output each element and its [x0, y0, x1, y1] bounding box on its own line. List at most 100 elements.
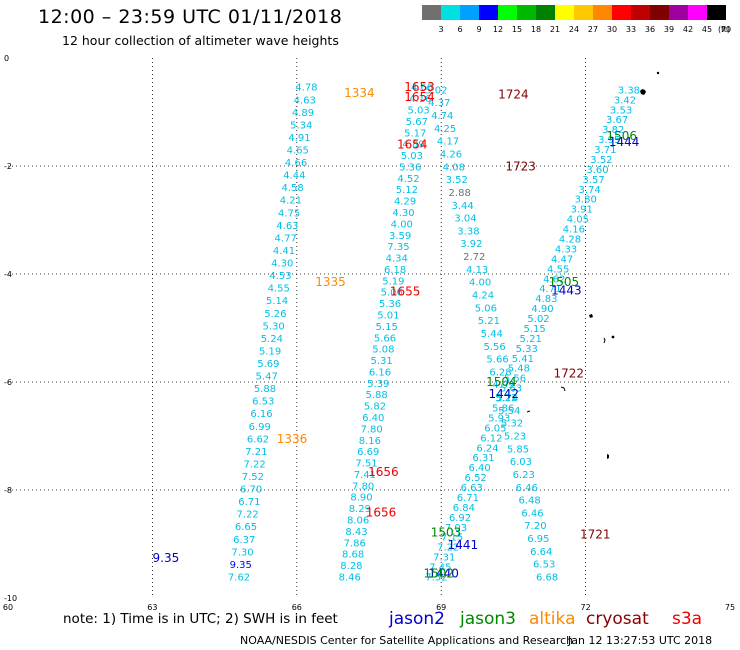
- wave-height-label: 4.24: [472, 290, 494, 301]
- wave-height-label: 5.22: [495, 393, 517, 404]
- colorbar-swatch: [460, 5, 479, 20]
- y-tick-label: -2: [4, 162, 12, 171]
- pass-time-label: 1444: [609, 135, 640, 149]
- wave-height-label: 8.43: [345, 527, 367, 538]
- wave-height-label: 7.52: [242, 472, 264, 483]
- wave-height-label: 5.15: [523, 324, 545, 335]
- wave-height-label: 3.42: [614, 95, 636, 106]
- wave-height-label: 4.55: [268, 284, 290, 295]
- wave-height-label: 6.64: [530, 547, 552, 558]
- wave-height-label: 7.41: [354, 470, 376, 481]
- wave-height-label: 5.85: [507, 444, 529, 455]
- wave-height-label: 5.86: [492, 403, 514, 414]
- wave-height-label: 5.33: [516, 344, 538, 355]
- wave-height-label: 7.30: [231, 547, 253, 558]
- wave-height-label: 4.53: [269, 271, 291, 282]
- pass-time-label: 1334: [344, 86, 375, 100]
- wave-height-label: 5.67: [406, 117, 428, 128]
- wave-height-label: 4.25: [434, 124, 456, 135]
- wave-height-label: 3.60: [586, 165, 608, 176]
- wave-height-label: 3.74: [578, 185, 600, 196]
- wave-height-label: 4.30: [271, 259, 293, 270]
- wave-height-label: 6.95: [527, 534, 549, 545]
- colorbar-swatch: [441, 5, 460, 20]
- wave-height-label: 5.69: [257, 359, 279, 370]
- wave-height-label: 5.48: [508, 364, 530, 375]
- colorbar-tick-label: 27: [588, 25, 598, 34]
- wave-height-label: 4.05: [567, 215, 589, 226]
- wave-height-label: 4.41: [273, 246, 295, 257]
- wave-height-label: 6.46: [521, 508, 543, 519]
- wave-height-label: 4.71: [539, 284, 561, 295]
- wave-height-label: 4.44: [283, 171, 305, 182]
- wave-height-label: 7.62: [228, 572, 250, 583]
- wave-height-label: 5.82: [364, 402, 386, 413]
- wave-height-label: 5.30: [262, 321, 284, 332]
- wave-height-label: 5.44: [481, 329, 503, 340]
- wave-height-label: 7.86: [344, 538, 366, 549]
- wave-height-label: 3.80: [575, 195, 597, 206]
- wave-height-label: 6.40: [362, 413, 384, 424]
- colorbar-tick-label: 33: [626, 25, 636, 34]
- coastline-marks: [526, 71, 660, 459]
- wave-height-label: 4.34: [386, 254, 408, 265]
- pass-time-label: 1504: [486, 375, 517, 389]
- page-subtitle: 12 hour collection of altimeter wave hei…: [62, 33, 339, 48]
- wave-height-label: 3.95: [598, 135, 620, 146]
- wave-height-label: 4.30: [392, 208, 414, 219]
- colorbar-swatch: [631, 5, 650, 20]
- x-tick-label: 63: [147, 603, 157, 612]
- y-tick-label: -10: [4, 594, 17, 603]
- legend-item-jason3: jason3: [460, 609, 516, 629]
- wave-height-label: 5.56: [504, 374, 526, 385]
- colorbar-tick-label: 18: [531, 25, 541, 34]
- colorbar-tick-label: 30: [607, 25, 617, 34]
- colorbar-swatch: [555, 5, 574, 20]
- wave-height-label: 3.38: [618, 85, 640, 96]
- wave-height-label: 4.29: [394, 197, 416, 208]
- wave-height-label: 5.56: [484, 342, 506, 353]
- wave-height-label: 5.31: [371, 356, 393, 367]
- wave-height-label: 3.71: [594, 145, 616, 156]
- x-tick-label: 75: [725, 603, 735, 612]
- wave-height-label: 5.12: [396, 185, 418, 196]
- colorbar-tick-label: 24: [569, 25, 579, 34]
- wave-height-label: 7.20: [524, 521, 546, 532]
- pass-time-label: 1336: [277, 432, 308, 446]
- wave-height-label: 3.53: [610, 105, 632, 116]
- pass-time-label: 1656: [368, 465, 399, 479]
- pass-time-label: 1502: [424, 567, 455, 581]
- wave-height-label: 4.89: [292, 108, 314, 119]
- wave-height-label: 4.55: [547, 264, 569, 275]
- wave-height-label: 3.52: [590, 155, 612, 166]
- y-tick-label: -4: [4, 270, 12, 279]
- wave-height-label: 4.16: [563, 225, 585, 236]
- wave-height-label: 4.99: [492, 380, 514, 391]
- footer-credit: NOAA/NESDIS Center for Satellite Applica…: [240, 634, 574, 647]
- wave-height-label: 7.31: [433, 553, 455, 564]
- pass-time-label: 1656: [366, 506, 397, 520]
- wave-height-label: 3.57: [582, 175, 604, 186]
- wave-height-label: 5.19: [259, 346, 281, 357]
- wave-height-label: 5.03: [401, 151, 423, 162]
- wave-height-label: 7.21: [245, 447, 267, 458]
- pass-time-label: 1503: [431, 526, 462, 540]
- wave-height-label: 4.74: [431, 111, 453, 122]
- wave-height-label: 4.78: [295, 83, 317, 94]
- wave-height-label: 5.19: [382, 276, 404, 287]
- colorbar-tick-label: 3: [438, 25, 443, 34]
- wave-height-label: 5.39: [367, 379, 389, 390]
- wave-height-label: 6.28: [489, 367, 511, 378]
- colorbar-swatch: [517, 5, 536, 20]
- wave-height-label: 3.92: [460, 239, 482, 250]
- wave-height-label: 5.26: [264, 309, 286, 320]
- wave-height-label: 3.52: [446, 175, 468, 186]
- wave-height-label: 4.08: [443, 162, 465, 173]
- wave-height-label: 4.63: [294, 95, 316, 106]
- pass-time-label: 1335: [315, 275, 346, 289]
- wave-height-label: 6.03: [510, 457, 532, 468]
- colorbar-tick-label: 9: [476, 25, 481, 34]
- wave-height-label: 4.58: [281, 183, 303, 194]
- wave-height-label: 6.62: [247, 434, 269, 445]
- wave-height-label: 5.06: [381, 288, 403, 299]
